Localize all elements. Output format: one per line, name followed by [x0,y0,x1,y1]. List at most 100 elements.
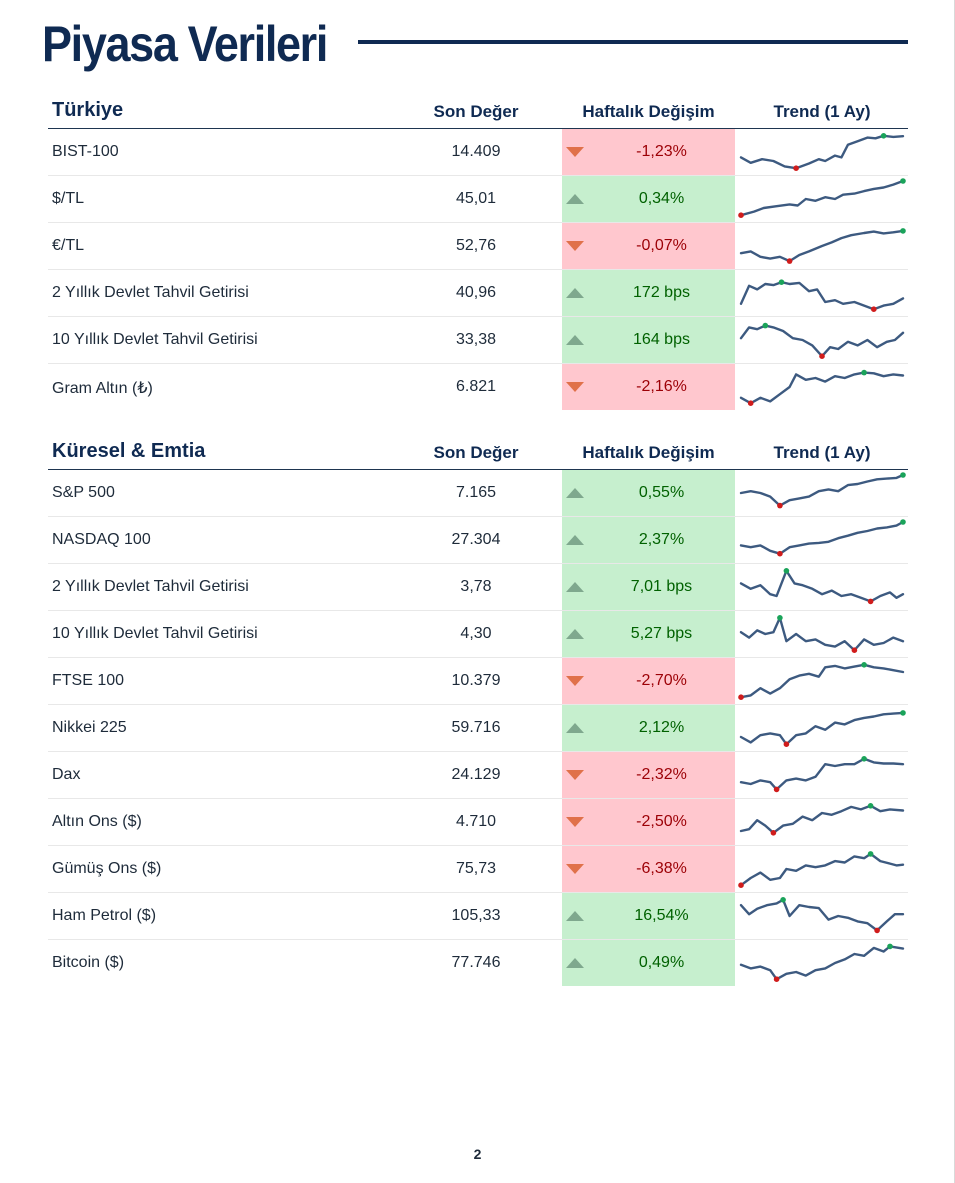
weekly-change-value: 2,37% [638,531,685,548]
weekly-change-cell: -2,16% [562,364,735,410]
table-row: 10 Yıllık Devlet Tahvil Getirisi 33,38 164… [48,317,908,364]
sparkline [739,520,905,555]
section-title: Küresel & Emtia [52,440,206,462]
weekly-change-cell: 2,37% [562,517,735,563]
title-rule [358,40,908,44]
last-value: 45,01 [455,190,497,207]
weekly-change-value: -2,70% [636,672,687,689]
table-row: 10 Yıllık Devlet Tahvil Getirisi 4,30 5,27… [48,611,908,658]
sparkline [739,945,905,981]
instrument-name: 2 Yıllık Devlet Tahvil Getirisi [52,284,249,301]
sparkline-min-marker [867,598,874,605]
last-value: 4,30 [460,625,492,642]
trend-sparkline [738,223,906,269]
weekly-change-cell: -0,07% [562,223,735,269]
triangle-down-icon [566,382,584,392]
sparkline [739,324,905,358]
column-header-last: Son Değer [433,443,519,462]
weekly-change-value: -2,50% [636,813,687,830]
sparkline-max-marker [900,228,906,234]
triangle-up-icon [566,535,584,545]
sparkline-min-marker [777,550,783,557]
weekly-change-value: 5,27 bps [630,625,693,642]
sparkline [739,616,905,652]
trend-sparkline [738,752,906,798]
sparkline-min-marker [738,694,744,700]
sparkline-max-marker [900,178,906,184]
instrument-name: $/TL [52,190,85,207]
sparkline [739,473,905,507]
last-value: 24.129 [451,766,501,783]
weekly-change-value: 2,12% [638,719,685,736]
table-row: 2 Yıllık Devlet Tahvil Getirisi 40,96 172 … [48,270,908,317]
weekly-change-value: 172 bps [633,284,690,301]
trend-sparkline [738,470,906,516]
column-header-trend: Trend (1 Ay) [773,102,871,121]
weekly-change-cell: -2,32% [562,752,735,798]
triangle-down-icon [566,147,584,157]
instrument-name: Dax [52,766,81,783]
section-turkiye: Türkiye Son Değer Haftalık Değişim Trend (1… [48,96,908,410]
last-value: 10.379 [451,672,501,689]
sparkline-max-marker [900,472,906,478]
sparkline-max-marker [777,615,783,621]
triangle-up-icon [566,488,584,498]
sparkline-min-marker [851,647,858,653]
weekly-change-cell: -2,50% [562,799,735,845]
triangle-up-icon [566,288,584,298]
weekly-change-value: 7,01 bps [630,578,693,595]
sparkline-min-marker [783,741,790,747]
sparkline-max-marker [780,897,786,903]
sparkline-min-marker [871,306,877,312]
sparkline-max-marker [783,568,790,574]
sparkline-min-marker [819,353,825,359]
column-header-last: Son Değer [433,102,519,121]
triangle-down-icon [566,864,584,874]
trend-sparkline [738,799,906,845]
table-row: 2 Yıllık Devlet Tahvil Getirisi 3,78 7,01 … [48,564,908,611]
sparkline-min-marker [793,165,799,171]
last-value: 77.746 [451,954,501,971]
sparkline-min-marker [747,400,754,406]
sparkline-max-marker [778,279,785,285]
table-row: Bitcoin ($) 77.746 0,49% [48,940,908,986]
sparkline-max-marker [887,943,893,950]
sparkline [739,179,905,217]
table-row: Dax 24.129 -2,32% [48,752,908,799]
sparkline [739,229,905,263]
section-header: Türkiye Son Değer Haftalık Değişim Trend (1… [48,96,908,129]
weekly-change-cell: 172 bps [562,270,735,316]
section-title: Türkiye [52,99,124,121]
last-value: 7.165 [455,484,497,501]
sparkline [739,134,905,170]
last-value: 59.716 [451,719,501,736]
triangle-up-icon [566,723,584,733]
weekly-change-cell: 7,01 bps [562,564,735,610]
sparkline [739,852,905,887]
instrument-name: Bitcoin ($) [52,954,125,971]
instrument-name: Altın Ons ($) [52,813,142,830]
trend-sparkline [738,317,906,363]
trend-sparkline [738,129,906,175]
trend-sparkline [738,893,906,939]
sparkline-min-marker [874,927,880,934]
sparkline [739,371,905,405]
weekly-change-cell: -2,70% [562,658,735,704]
table-row: FTSE 100 10.379 -2,70% [48,658,908,705]
section-kuresel-emtia: Küresel & Emtia Son Değer Haftalık Değişim… [48,437,908,986]
sparkline-min-marker [786,258,793,264]
sparkline [739,663,905,699]
last-value: 6.821 [455,378,497,395]
triangle-down-icon [566,770,584,780]
trend-sparkline [738,270,906,316]
table-row: Ham Petrol ($) 105,33 16,54% [48,893,908,940]
instrument-name: FTSE 100 [52,672,125,689]
trend-sparkline [738,564,906,610]
last-value: 14.409 [451,143,501,160]
instrument-name: 10 Yıllık Devlet Tahvil Getirisi [52,331,258,348]
weekly-change-cell: 0,34% [562,176,735,222]
triangle-up-icon [566,911,584,921]
last-value: 52,76 [455,237,497,254]
trend-sparkline [738,658,906,704]
triangle-down-icon [566,817,584,827]
